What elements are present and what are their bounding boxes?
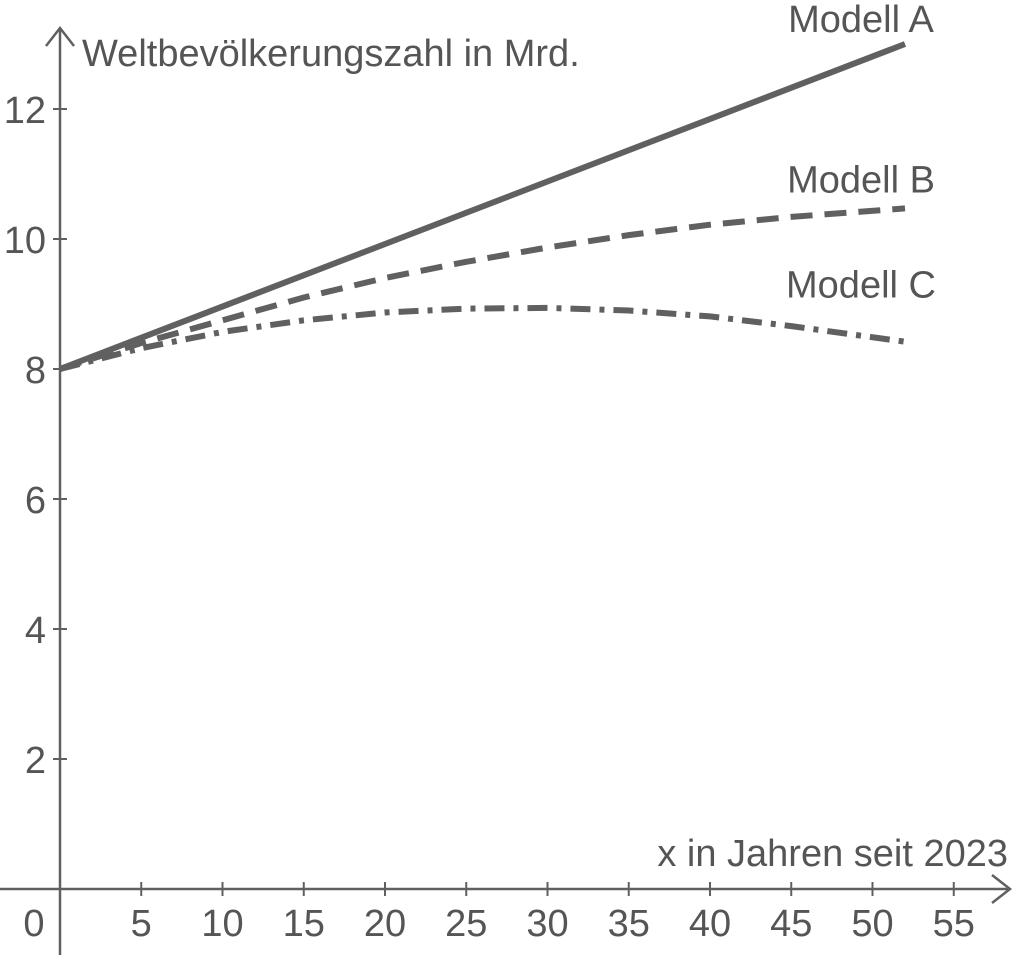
series-label-modell-c: Modell C [786, 265, 936, 307]
series-label-modell-b: Modell B [787, 159, 935, 201]
ticks: 5 10 15 20 25 30 35 40 45 50 55 2 4 6 8 10 12 0 [4, 90, 975, 945]
y-tick-label: 8 [25, 350, 46, 392]
y-tick-label: 4 [25, 610, 46, 652]
y-tick-label: 6 [25, 480, 46, 522]
y-axis-arrow-icon [45, 25, 75, 47]
x-tick-label: 50 [851, 903, 893, 945]
x-tick-label: 30 [526, 903, 568, 945]
series-label-modell-a: Modell A [788, 0, 934, 41]
x-tick-label: 20 [364, 903, 406, 945]
y-tick-label: 12 [4, 90, 46, 132]
y-tick-label: 10 [4, 220, 46, 262]
x-tick-label: 5 [131, 903, 152, 945]
axes [0, 25, 1013, 955]
x-tick-label: 15 [283, 903, 325, 945]
x-tick-label: 25 [445, 903, 487, 945]
x-tick-label: 45 [770, 903, 812, 945]
x-axis-label: x in Jahren seit 2023 [657, 833, 1008, 875]
origin-label: 0 [23, 903, 44, 945]
series-line-modell-a [58, 41, 907, 372]
series-line-modell-c [59, 304, 906, 372]
y-axis-label: Weltbevölkerungszahl in Mrd. [82, 33, 580, 75]
x-tick-label: 55 [933, 903, 975, 945]
x-tick-label: 35 [608, 903, 650, 945]
x-axis-arrow-icon [991, 874, 1013, 904]
series-line-modell-b [59, 205, 906, 372]
y-tick-label: 2 [25, 740, 46, 782]
series-lines [58, 41, 907, 372]
x-tick-label: 40 [689, 903, 731, 945]
x-tick-label: 10 [201, 903, 243, 945]
labels: Weltbevölkerungszahl in Mrd. x in Jahren … [82, 0, 1008, 875]
